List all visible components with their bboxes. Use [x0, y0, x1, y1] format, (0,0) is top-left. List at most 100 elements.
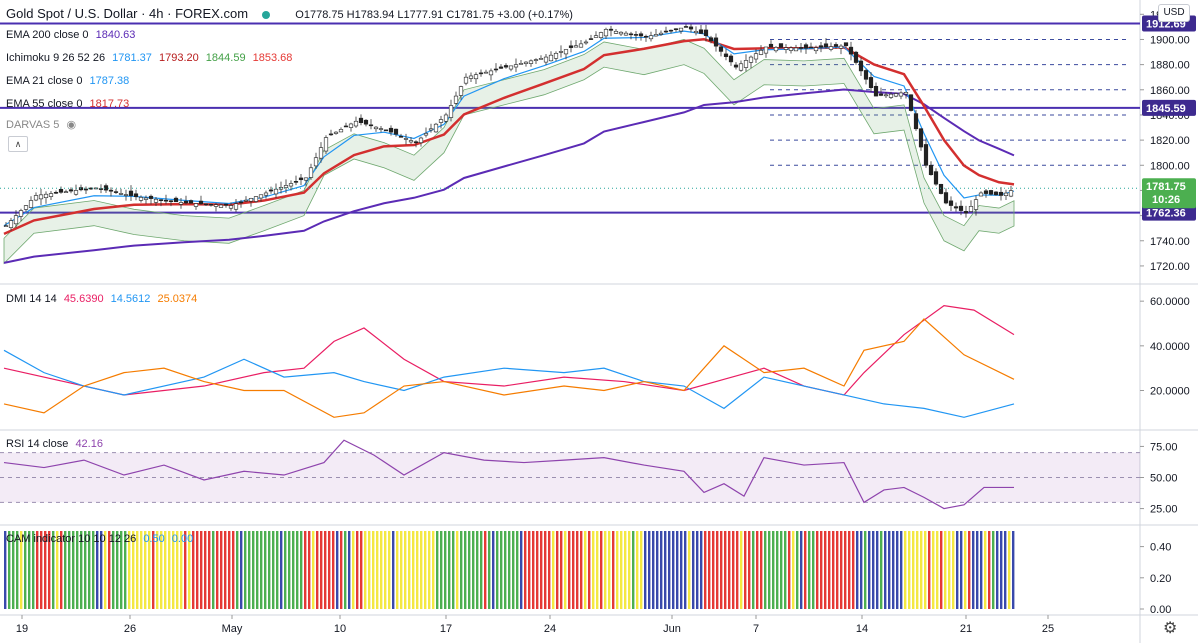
cam-bar	[152, 531, 155, 609]
candle-body	[883, 94, 889, 97]
candle-body	[823, 43, 829, 48]
cam-bar	[960, 531, 963, 609]
candle-body	[623, 32, 629, 36]
cam-bar	[420, 531, 423, 609]
cam-bar	[548, 531, 551, 609]
collapse-legend-button[interactable]: ∧	[8, 136, 28, 152]
candle-body	[228, 205, 234, 209]
legend-darvas[interactable]: DARVAS 5 ◉	[6, 119, 77, 131]
candle-body	[183, 200, 189, 204]
cam-bar	[168, 531, 171, 609]
cam-bar	[700, 531, 703, 609]
cam-bar	[992, 531, 995, 609]
cam-bar	[920, 531, 923, 609]
cam-bar	[564, 531, 567, 609]
legend-ichimoku[interactable]: Ichimoku 9 26 52 26 1781.37 1793.20 1844…	[6, 52, 293, 64]
candle-body	[798, 47, 804, 49]
candle-body	[783, 47, 789, 50]
candle-body	[848, 46, 854, 55]
candle-body	[113, 191, 119, 193]
last-price-tag: 1781.75	[1146, 181, 1186, 193]
candle-body	[748, 56, 754, 63]
cam-bar	[692, 531, 695, 609]
cam-bar	[404, 531, 407, 609]
candle-body	[283, 185, 289, 188]
cam-bar	[816, 531, 819, 609]
candle-body	[753, 53, 759, 60]
last-price-tag-box	[1142, 178, 1196, 209]
candle-body	[588, 38, 594, 40]
cam-bar	[520, 531, 523, 609]
candle-body	[898, 92, 904, 97]
candle-body	[773, 47, 779, 52]
cam-bar	[8, 531, 11, 609]
cam-bar	[740, 531, 743, 609]
cam-bar	[752, 531, 755, 609]
cam-bar	[684, 531, 687, 609]
cam-bar	[252, 531, 255, 609]
gear-icon[interactable]: ⚙	[1163, 620, 1178, 637]
candle-body	[193, 203, 199, 207]
cam-bar	[156, 531, 159, 609]
cam-bar	[348, 531, 351, 609]
cam-bar	[768, 531, 771, 609]
dmi-tick-label: 60.0000	[1150, 296, 1190, 308]
candle-body	[473, 74, 479, 80]
cam-bar	[232, 531, 235, 609]
cam-tick-label: 0.20	[1150, 573, 1171, 585]
price-tag-box	[1142, 99, 1196, 116]
candle-body	[828, 46, 834, 50]
candle-body	[678, 27, 684, 32]
cam-bar	[408, 531, 411, 609]
legend-ema200[interactable]: EMA 200 close 0 1840.63	[6, 29, 136, 41]
cam-bar	[396, 531, 399, 609]
cam-bar	[112, 531, 115, 609]
candle-body	[598, 32, 604, 38]
cam-bar	[100, 531, 103, 609]
legend-cam[interactable]: CAM indicator 10 10 12 26 0.50 0.00	[6, 533, 194, 545]
cam-bar	[428, 531, 431, 609]
cam-bar	[292, 531, 295, 609]
currency-button[interactable]: USD	[1158, 4, 1190, 22]
legend-rsi[interactable]: RSI 14 close 42.16	[6, 438, 103, 450]
cam-bar	[68, 531, 71, 609]
time-tick-label: May	[222, 623, 243, 635]
legend-ema55[interactable]: EMA 55 close 0 1817.73	[6, 98, 130, 110]
candle-body	[788, 47, 794, 51]
candle-body	[708, 37, 714, 42]
candle-body	[603, 29, 609, 37]
cam-bar	[456, 531, 459, 609]
cam-bar	[976, 531, 979, 609]
cam-bar	[204, 531, 207, 609]
cam-bar	[36, 531, 39, 609]
candle-body	[293, 181, 299, 183]
candle-body	[58, 188, 64, 193]
candle-body	[358, 117, 364, 124]
cam-bar	[784, 531, 787, 609]
hide-eye-icon[interactable]: ◉	[66, 119, 77, 131]
cam-bar	[844, 531, 847, 609]
market-status-icon	[261, 10, 270, 19]
cam-bar	[660, 531, 663, 609]
candle-body	[983, 190, 989, 194]
cam-bar	[916, 531, 919, 609]
candle-body	[243, 199, 249, 202]
cam-bar	[744, 531, 747, 609]
cam-bar	[336, 531, 339, 609]
cam-bar	[680, 531, 683, 609]
candle-body	[248, 198, 254, 202]
legend-dmi[interactable]: DMI 14 14 45.6390 14.5612 25.0374	[6, 293, 198, 305]
cam-bar	[568, 531, 571, 609]
cam-bar	[12, 531, 15, 609]
candle-body	[383, 129, 389, 132]
candle-body	[458, 86, 464, 96]
candle-body	[548, 54, 554, 62]
candle-body	[538, 58, 544, 60]
legend-ema21[interactable]: EMA 21 close 0 1787.38	[6, 75, 130, 87]
cam-bar	[332, 531, 335, 609]
cam-bar	[552, 531, 555, 609]
symbol-title[interactable]: Gold Spot / U.S. Dollar · 4h · FOREX.com	[6, 6, 249, 21]
candle-body	[178, 202, 184, 205]
cam-bar	[128, 531, 131, 609]
candle-body	[833, 44, 839, 47]
